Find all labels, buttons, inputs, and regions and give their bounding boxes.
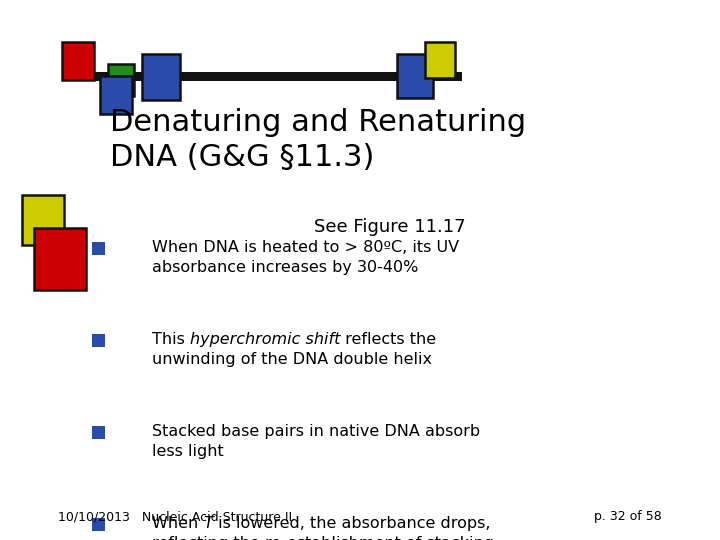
Text: This: This — [152, 332, 190, 347]
Bar — [92, 334, 105, 347]
Text: unwinding of the DNA double helix: unwinding of the DNA double helix — [152, 352, 432, 367]
Bar — [66, 72, 462, 81]
Bar — [100, 76, 132, 114]
Text: When: When — [152, 516, 203, 531]
Text: See Figure 11.17: See Figure 11.17 — [314, 218, 466, 236]
Bar — [92, 426, 105, 439]
Text: p. 32 of 58: p. 32 of 58 — [594, 510, 662, 523]
Bar — [22, 195, 64, 245]
Bar — [397, 54, 433, 98]
Text: When DNA is heated to > 80ºC, its UV: When DNA is heated to > 80ºC, its UV — [152, 240, 459, 255]
Bar — [92, 242, 105, 255]
Text: Denaturing and Renaturing
DNA (G&G §11.3): Denaturing and Renaturing DNA (G&G §11.3… — [110, 108, 526, 172]
Text: less light: less light — [152, 444, 224, 459]
Bar — [34, 228, 86, 290]
Bar — [142, 54, 180, 100]
Text: Stacked base pairs in native DNA absorb: Stacked base pairs in native DNA absorb — [152, 424, 480, 439]
Text: is lowered, the absorbance drops,: is lowered, the absorbance drops, — [213, 516, 490, 531]
Bar — [62, 42, 94, 80]
Text: hyperchromic shift: hyperchromic shift — [190, 332, 341, 347]
Text: T: T — [203, 516, 213, 531]
Bar — [92, 518, 105, 531]
Text: absorbance increases by 30-40%: absorbance increases by 30-40% — [152, 260, 418, 275]
Bar — [108, 64, 134, 96]
Text: reflects the: reflects the — [341, 332, 436, 347]
Text: reflecting the re-establishment of stacking: reflecting the re-establishment of stack… — [152, 536, 494, 540]
Bar — [425, 42, 455, 78]
Text: 10/10/2013   Nucleic Acid Structure II: 10/10/2013 Nucleic Acid Structure II — [58, 510, 292, 523]
